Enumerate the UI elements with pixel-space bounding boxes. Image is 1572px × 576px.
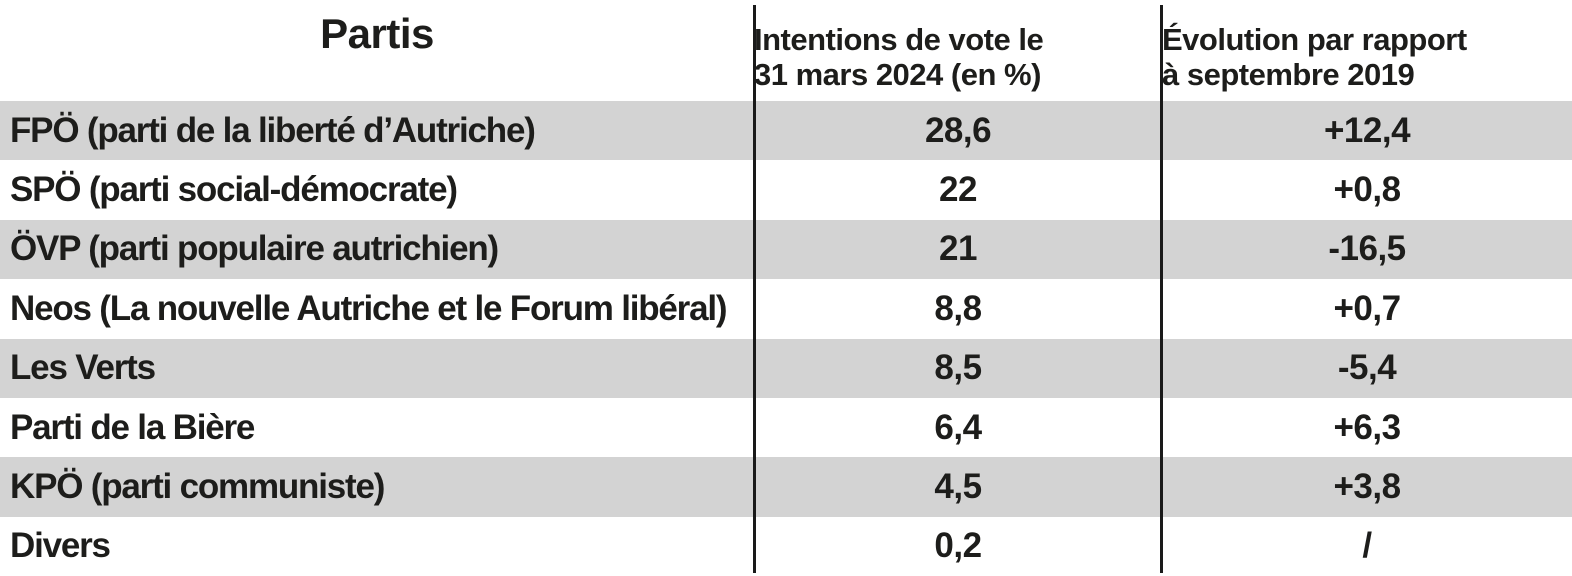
vote-cell: 8,8 <box>934 288 982 328</box>
table-row: ÖVP (parti populaire autrichien) 21 -16,… <box>0 219 1572 280</box>
party-cell: KPÖ (parti communiste) <box>10 467 385 507</box>
evolution-cell: -16,5 <box>1328 229 1406 269</box>
vote-cell: 0,2 <box>934 526 982 566</box>
column-header-evolution-line1: Évolution par rapport <box>1162 22 1467 58</box>
column-header-intentions-line2: 31 mars 2024 (en %) <box>754 56 1041 92</box>
party-cell: Parti de la Bière <box>10 407 255 447</box>
evolution-cell: +3,8 <box>1333 467 1401 507</box>
party-cell: ÖVP (parti populaire autrichien) <box>10 229 499 269</box>
column-divider-2 <box>1160 5 1163 573</box>
table-row: Les Verts 8,5 -5,4 <box>0 338 1572 398</box>
party-cell: SPÖ (parti social-démocrate) <box>10 170 458 210</box>
column-divider-1 <box>753 5 756 573</box>
table-row: Divers 0,2 / <box>0 517 1572 576</box>
table-row: KPÖ (parti communiste) 4,5 +3,8 <box>0 457 1572 517</box>
party-cell: Neos (La nouvelle Autriche et le Forum l… <box>10 288 728 328</box>
column-header-evolution-line2: à septembre 2019 <box>1162 56 1415 92</box>
evolution-cell: +12,4 <box>1323 110 1411 150</box>
party-cell: Divers <box>10 526 111 566</box>
evolution-cell: +6,3 <box>1333 407 1401 447</box>
evolution-cell: -5,4 <box>1337 348 1397 388</box>
party-cell: Les Verts <box>10 348 156 388</box>
table-header-row: Partis Intentions de vote le 31 mars 202… <box>0 0 1572 101</box>
vote-cell: 21 <box>939 229 977 269</box>
column-header-intentions-line1: Intentions de vote le <box>754 22 1044 58</box>
table-row: Parti de la Bière 6,4 +6,3 <box>0 398 1572 457</box>
vote-cell: 28,6 <box>924 110 992 150</box>
vote-cell: 4,5 <box>934 467 982 507</box>
table-row: FPÖ (parti de la liberté d’Autriche) 28,… <box>0 101 1572 161</box>
column-header-intentions: Intentions de vote le 31 mars 2024 (en %… <box>754 0 1162 101</box>
table-row: Neos (La nouvelle Autriche et le Forum l… <box>0 279 1572 338</box>
vote-cell: 8,5 <box>934 348 982 388</box>
column-header-evolution: Évolution par rapport à septembre 2019 <box>1162 0 1572 101</box>
party-cell: FPÖ (parti de la liberté d’Autriche) <box>10 110 536 150</box>
evolution-cell: / <box>1362 526 1372 566</box>
vote-cell: 6,4 <box>934 407 982 447</box>
evolution-cell: +0,7 <box>1333 288 1401 328</box>
column-header-partis: Partis <box>320 10 434 57</box>
evolution-cell: +0,8 <box>1333 170 1401 210</box>
vote-cell: 22 <box>939 170 977 210</box>
table-row: SPÖ (parti social-démocrate) 22 +0,8 <box>0 160 1572 219</box>
